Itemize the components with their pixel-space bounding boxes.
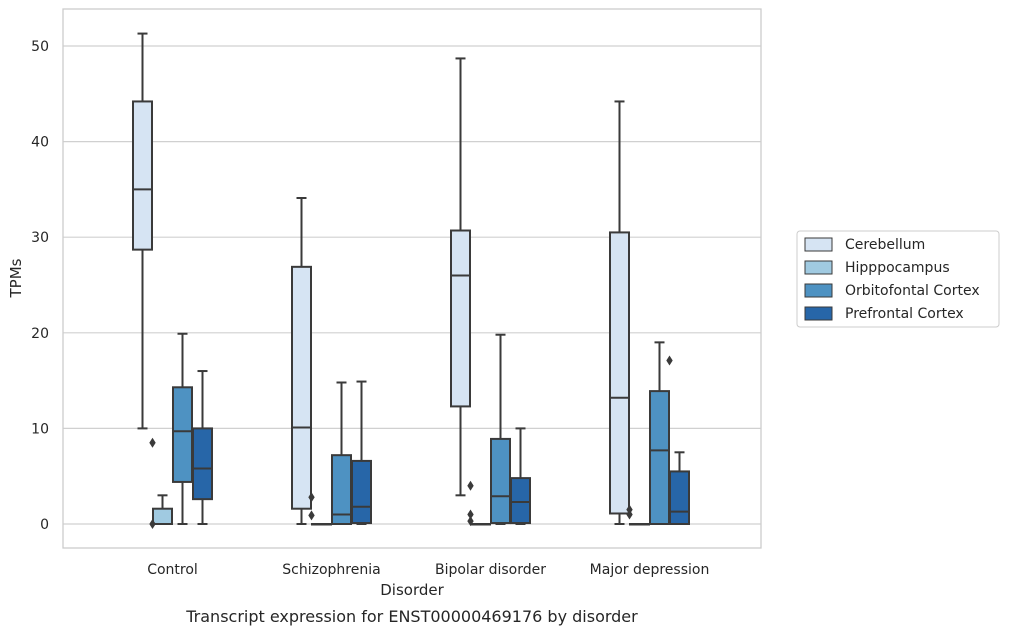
x-tick-label: Major depression: [590, 562, 710, 578]
outlier-point: [149, 437, 156, 448]
box-cerebellum: [132, 32, 153, 430]
box-hipppocampus: [149, 437, 173, 529]
legend-label: Hipppocampus: [845, 260, 950, 276]
y-tick-label: 0: [40, 517, 49, 533]
box-body: [669, 470, 690, 526]
outlier-point: [467, 509, 474, 520]
box-orbitofontal-cortex: [649, 341, 670, 525]
box-body: [609, 231, 630, 515]
box-cerebellum: [609, 100, 630, 525]
box-prefrontal-cortex: [666, 355, 690, 526]
outlier-point: [149, 519, 156, 529]
legend: Cerebellum Hipppocampus Orbitofontal Corte…: [796, 230, 1000, 328]
x-axis-ticks: Control Schizophrenia Bipolar disorder Majo…: [147, 562, 709, 578]
box-body: [132, 100, 153, 251]
box-body: [192, 427, 213, 501]
legend-label: Orbitofontal Cortex: [845, 283, 980, 299]
legend-swatch: [804, 260, 833, 275]
box-hipppocampus: [626, 504, 650, 526]
y-tick-label: 10: [31, 421, 49, 437]
box-hipppocampus: [308, 492, 332, 526]
outlier-point: [467, 516, 474, 527]
box-orbitofontal-cortex: [490, 333, 511, 525]
box-cerebellum: [450, 57, 471, 497]
x-tick-label: Schizophrenia: [282, 562, 380, 578]
legend-label: Prefrontal Cortex: [845, 306, 964, 322]
y-tick-label: 50: [31, 39, 49, 55]
box-body: [490, 437, 511, 525]
legend-swatch: [804, 306, 833, 321]
outlier-point: [666, 355, 673, 366]
box-body: [649, 390, 670, 525]
box-body: [450, 229, 471, 408]
box-prefrontal-cortex: [510, 427, 531, 525]
y-tick-label: 40: [31, 135, 49, 151]
plot-area-frame: [62, 8, 762, 549]
box-body: [152, 507, 173, 526]
x-tick-label: Bipolar disorder: [435, 562, 546, 578]
legend-swatch: [804, 283, 833, 298]
y-tick-label: 30: [31, 230, 49, 246]
outlier-point: [308, 492, 315, 503]
box-body: [351, 459, 372, 525]
y-axis-ticks: 0 10 20 30 40 50: [31, 39, 49, 533]
outlier-point: [308, 510, 315, 521]
legend-swatch: [804, 237, 833, 252]
box-hipppocampus: [467, 480, 491, 527]
box-body: [291, 265, 312, 510]
outlier-point: [467, 480, 474, 491]
y-tick-label: 20: [31, 326, 49, 342]
x-tick-label: Control: [147, 562, 198, 578]
box-orbitofontal-cortex: [331, 381, 352, 525]
box-prefrontal-cortex: [192, 370, 213, 525]
box-body: [510, 477, 531, 525]
x-axis-label: Disorder: [380, 581, 444, 599]
box-prefrontal-cortex: [351, 380, 372, 525]
boxes: [132, 32, 690, 529]
box-orbitofontal-cortex: [172, 332, 193, 525]
legend-frame: [796, 230, 1000, 328]
chart-caption: Transcript expression for ENST0000046917…: [185, 607, 638, 626]
outlier-point: [626, 504, 633, 515]
box-body: [172, 386, 193, 483]
y-axis-label: TPMs: [7, 258, 25, 298]
box-cerebellum: [291, 197, 312, 525]
legend-label: Cerebellum: [845, 237, 925, 253]
